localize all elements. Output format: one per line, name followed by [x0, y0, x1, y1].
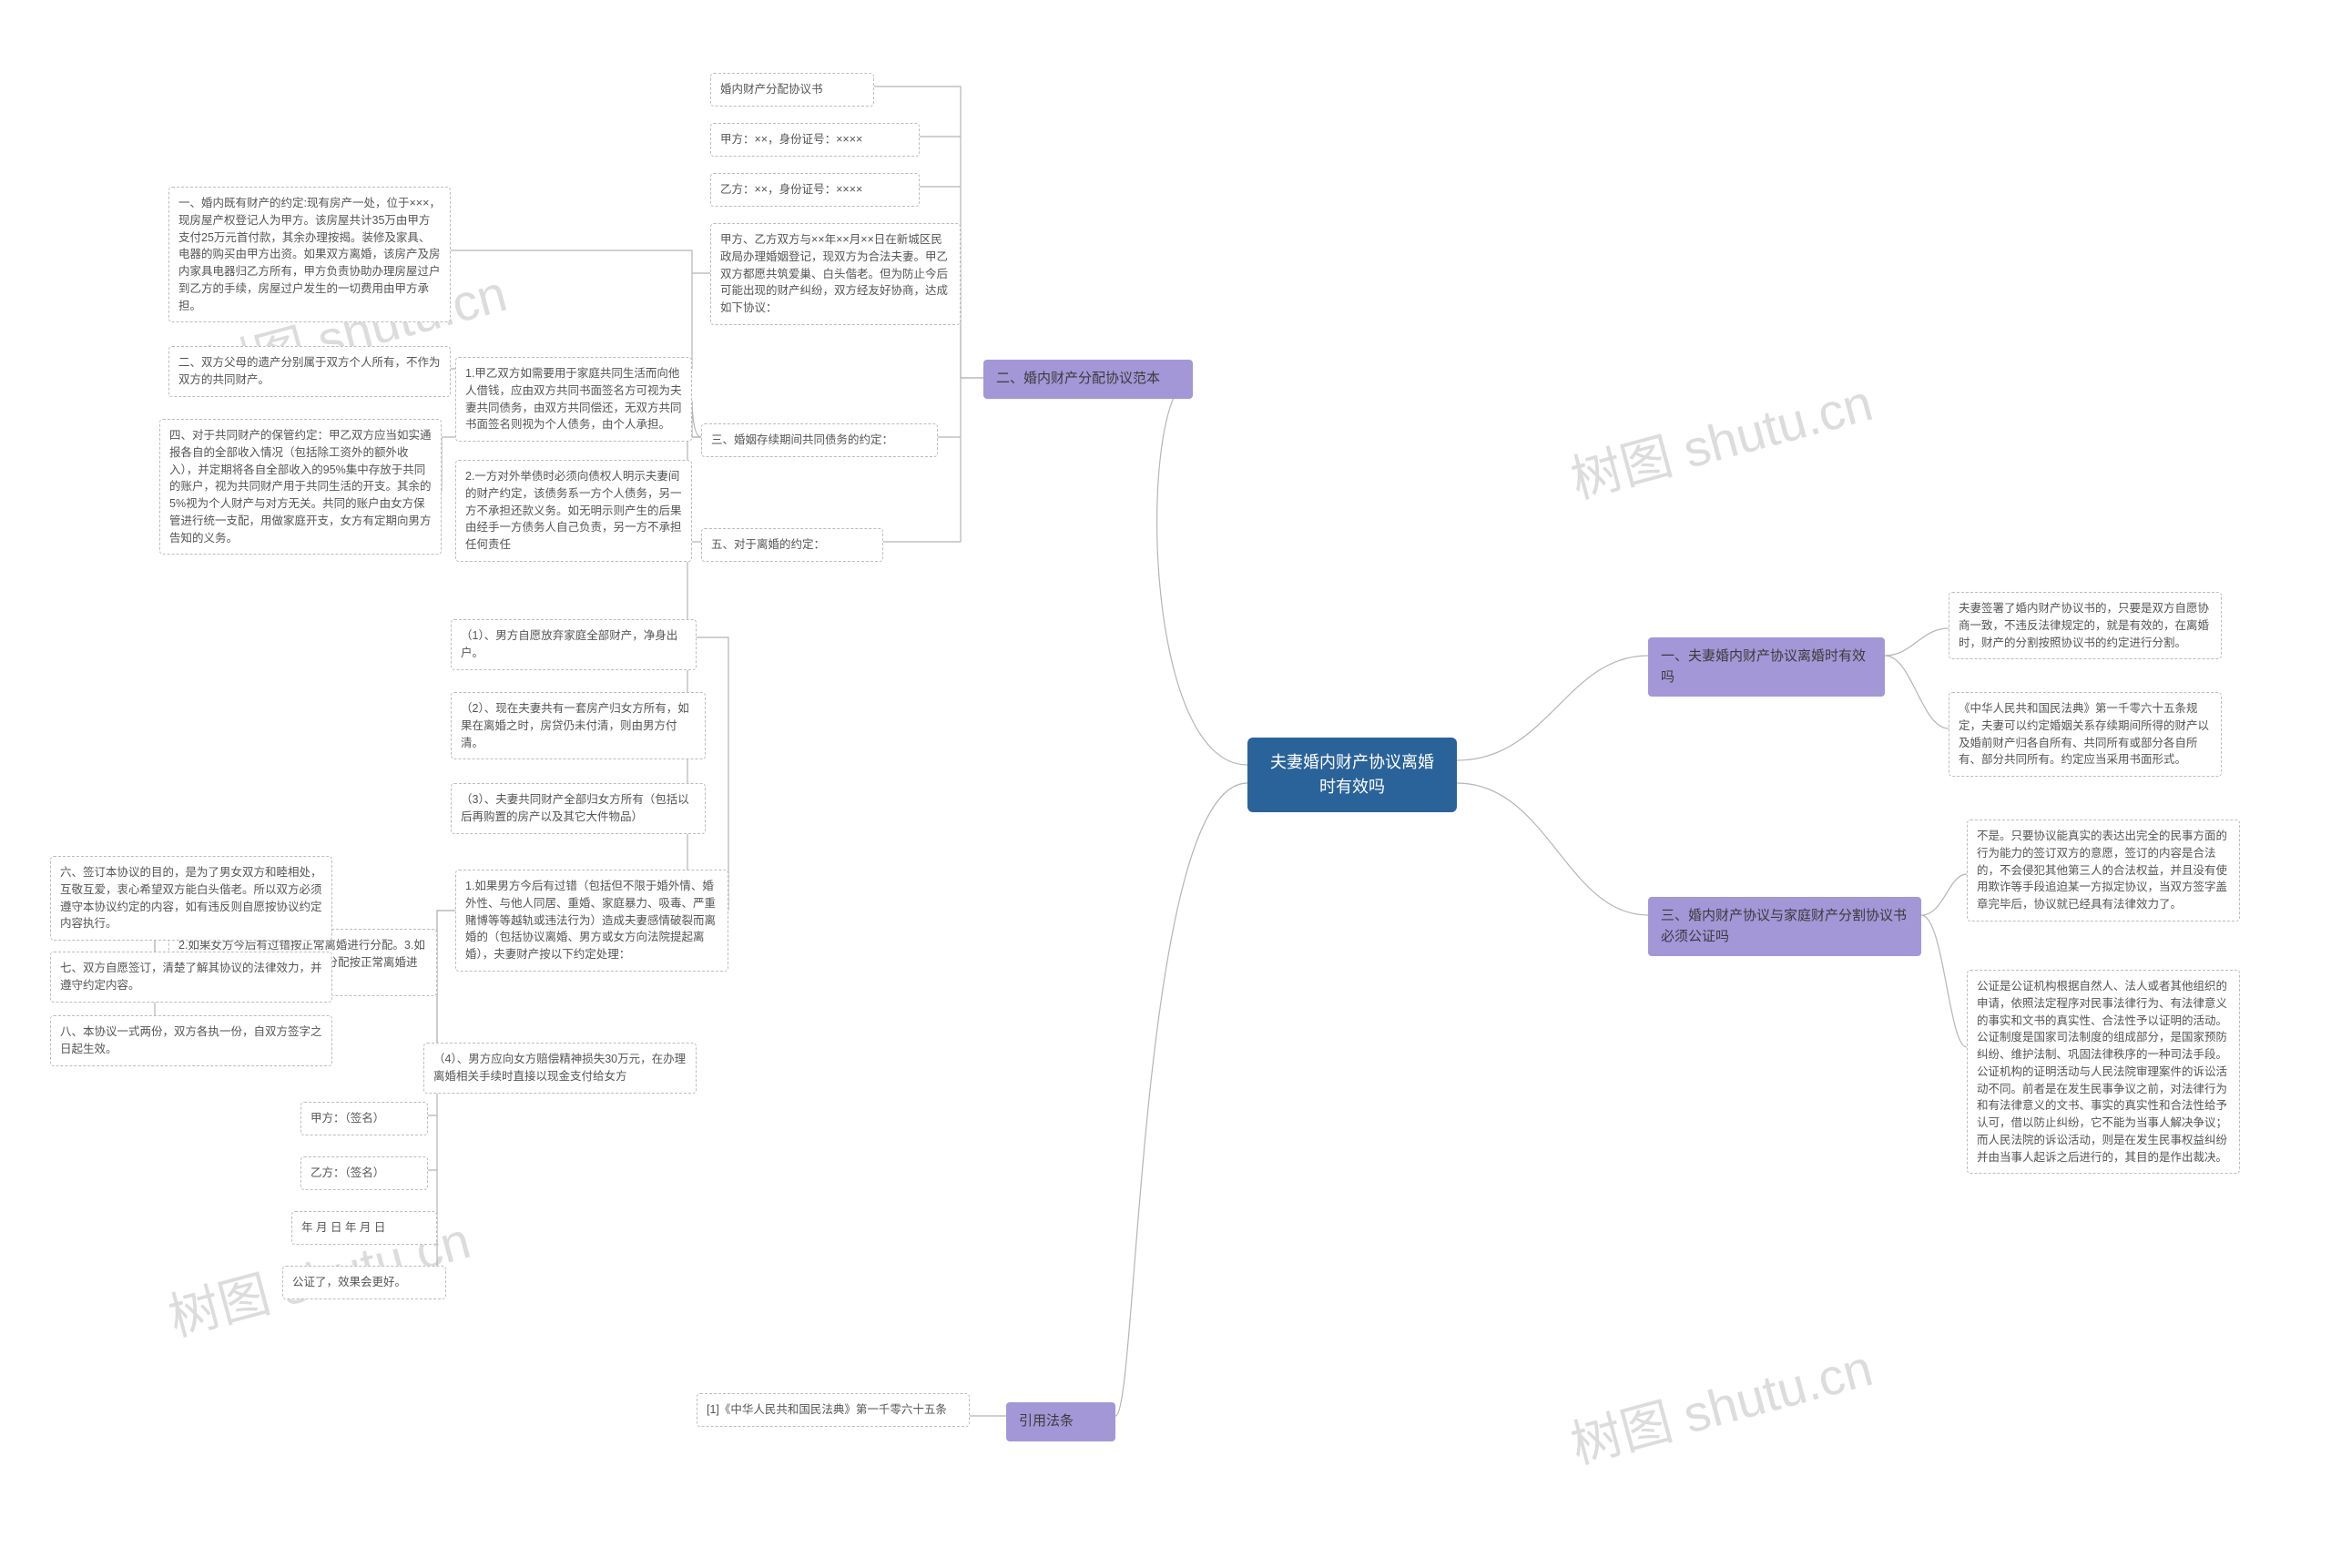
- leaf-doc-title: 婚内财产分配协议书: [710, 73, 874, 107]
- leaf-node: 六、签订本协议的目的，是为了男女双方和睦相处，互敬互爱，衷心希望双方能白头偕老。…: [50, 856, 332, 941]
- leaf-node: 2.一方对外举债时必须向债权人明示夫妻间的财产约定，该债务系一方个人债务，另一方…: [455, 460, 692, 562]
- leaf-node: 一、婚内既有财产的约定:现有房产一处，位于×××，现房屋产权登记人为甲方。该房屋…: [168, 187, 451, 322]
- leaf-section-5: 五、对于离婚的约定：: [701, 528, 883, 562]
- leaf-party-a: 甲方：××，身份证号：××××: [710, 123, 920, 157]
- leaf-preamble: 甲方、乙方双方与××年××月××日在新城区民政局办理婚姻登记，现双方为合法夫妻。…: [710, 223, 961, 325]
- leaf-party-b: 乙方：××，身份证号：××××: [710, 173, 920, 207]
- branch-citation: 引用法条: [1006, 1402, 1115, 1441]
- leaf-node: 七、双方自愿签订，清楚了解其协议的法律效力，并遵守约定内容。: [50, 952, 332, 1003]
- watermark: 树图 shutu.cn: [1562, 1327, 1879, 1478]
- leaf-node: 二、双方父母的遗产分别属于双方个人所有，不作为双方的共同财产。: [168, 346, 451, 397]
- leaf-node: （1）、男方自愿放弃家庭全部财产，净身出户。: [451, 619, 697, 670]
- leaf-node: （2）、现在夫妻共有一套房产归女方所有，如果在离婚之时，房贷仍未付清，则由男方付…: [451, 692, 706, 759]
- leaf-citation: [1]《中华人民共和国民法典》第一千零六十五条: [697, 1393, 970, 1427]
- leaf-node: 1.如果男方今后有过错（包括但不限于婚外情、婚外性、与他人同居、重婚、家庭暴力、…: [455, 870, 728, 972]
- center-node: 夫妻婚内财产协议离婚时有效吗: [1247, 738, 1457, 812]
- branch-right-2: 三、婚内财产协议与家庭财产分割协议书必须公证吗: [1648, 897, 1921, 956]
- leaf-sig-a: 甲方：（签名）: [300, 1102, 428, 1135]
- branch-left-template: 二、婚内财产分配协议范本: [983, 360, 1193, 399]
- leaf-node: 夫妻签署了婚内财产协议书的，只要是双方自愿协商一致，不违反法律规定的，就是有效的…: [1949, 592, 2222, 659]
- watermark: 树图 shutu.cn: [1562, 361, 1879, 513]
- leaf-node: （4）、男方应向女方赔偿精神损失30万元，在办理离婚相关手续时直接以现金支付给女…: [423, 1043, 697, 1094]
- leaf-node: 公证是公证机构根据自然人、法人或者其他组织的申请，依照法定程序对民事法律行为、有…: [1967, 970, 2240, 1174]
- leaf-node: 八、本协议一式两份，双方各执一份，自双方签字之日起生效。: [50, 1015, 332, 1066]
- leaf-sig-b: 乙方：（签名）: [300, 1156, 428, 1190]
- leaf-node: 1.甲乙双方如需要用于家庭共同生活而向他人借钱，应由双方共同书面签名方可视为夫妻…: [455, 357, 692, 442]
- leaf-notary: 公证了，效果会更好。: [282, 1266, 446, 1299]
- mindmap-canvas: 树图 shutu.cn 树图 shutu.cn 树图 shutu.cn 树图 s…: [0, 0, 2331, 1568]
- leaf-date: 年 月 日 年 月 日: [291, 1211, 437, 1245]
- branch-right-1: 一、夫妻婚内财产协议离婚时有效吗: [1648, 637, 1885, 697]
- leaf-node: 《中华人民共和国民法典》第一千零六十五条规定，夫妻可以约定婚姻关系存续期间所得的…: [1949, 692, 2222, 777]
- leaf-section-3: 三、婚姻存续期间共同债务的约定：: [701, 423, 938, 457]
- leaf-node: 不是。只要协议能真实的表达出完全的民事方面的行为能力的签订双方的意愿，签订的内容…: [1967, 820, 2240, 921]
- leaf-node: （3）、夫妻共同财产全部归女方所有（包括以后再购置的房产以及其它大件物品）: [451, 783, 706, 834]
- leaf-node: 四、对于共同财产的保管约定：甲乙双方应当如实通报各自的全部收入情况（包括除工资外…: [159, 419, 442, 555]
